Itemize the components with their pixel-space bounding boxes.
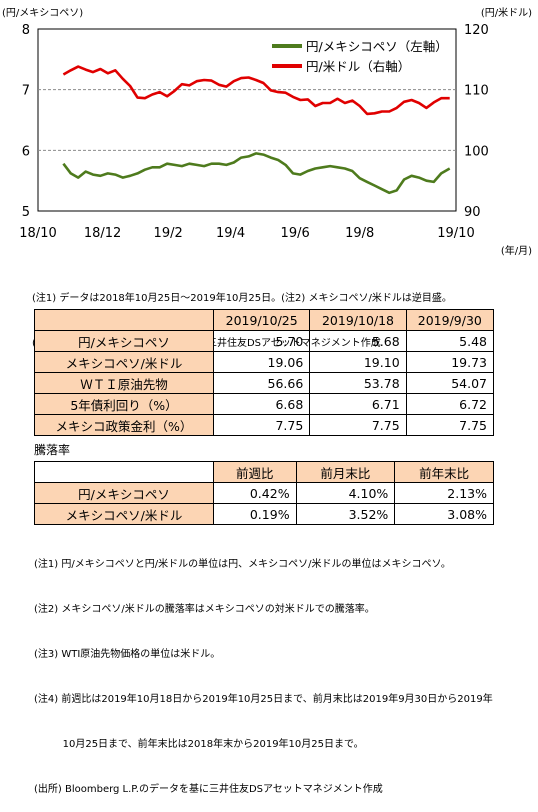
x-axis-tick-label: 19/6 [281,226,310,241]
series-line-usd [62,65,450,116]
chart-note-1: (注1) データは2018年10月25日～2019年10月25日。(注2) メキ… [32,293,452,304]
table-cell: 7.75 [309,414,407,436]
x-axis-tick-label: 19/10 [437,226,474,241]
table-cell: 53.78 [309,372,407,394]
right-axis-tick-label: 100 [464,144,489,159]
x-axis-tick-label: 18/12 [84,226,121,241]
table-note-2: (注2) メキシコペソ/米ドルの騰落率はメキシコペソの対米ドルでの騰落率。 [34,604,375,615]
table-cell: 6.68 [212,393,311,415]
change-rate-table: 前週比 前月末比 前年末比 円/メキシコペソ 0.42% 4.10% 2.13%… [34,461,494,525]
x-axis-tick-label: 18/10 [19,226,56,241]
table1-col-header: 2019/10/25 [212,309,311,331]
exchange-rate-chart: 5 6 7 8 90 100 110 120 18/10 18/12 19/2 19/4 19/6 19/… [2,6,532,257]
left-axis-unit-label: (円/メキシコペソ) [2,8,83,19]
table2-caption: 騰落率 [34,443,71,457]
table1-row-label: メキシコペソ/米ドル [34,351,214,373]
legend-label-usd: 円/米ドル（右軸） [306,59,410,74]
table-row: メキシコペソ/米ドル 0.19% 3.52% 3.08% [34,503,494,525]
table1-row-label: 円/メキシコペソ [34,330,214,352]
table2-col-header: 前月末比 [295,461,396,483]
table2-corner [34,461,214,483]
table-cell: 7.75 [212,414,311,436]
table-cell: 4.10% [295,482,396,504]
table-cell: 19.06 [212,351,311,373]
axes: 5 6 7 8 90 100 110 120 18/10 18/12 19/2 19/4 19/6 19/… [19,23,489,241]
table1-row-label: 5年債利回り（%） [34,393,214,415]
table1-col-header: 2019/9/30 [405,309,495,331]
table-row: ＷＴＩ原油先物 56.66 53.78 54.07 [34,372,495,394]
market-data-table: 2019/10/25 2019/10/18 2019/9/30 円/メキシコペソ… [34,309,495,436]
table-note-source: (出所) Bloomberg L.P.のデータを基に三井住友DSアセットマネジメ… [34,784,383,795]
table-cell: 5.70 [212,330,311,352]
legend-label-mxn: 円/メキシコペソ（左軸） [306,39,448,54]
table-row: メキシコペソ/米ドル 19.06 19.10 19.73 [34,351,495,373]
right-axis-tick-label: 110 [464,84,489,99]
table-cell: 19.10 [309,351,407,373]
table2-col-header: 前年末比 [394,461,494,483]
table-row: 5年債利回り（%） 6.68 6.71 6.72 [34,393,495,415]
table1-corner [34,309,214,331]
table-row: 円/メキシコペソ 0.42% 4.10% 2.13% [34,482,494,504]
table-cell: 56.66 [212,372,311,394]
right-axis-tick-label: 120 [464,23,489,38]
table-cell: 6.72 [405,393,495,415]
table-cell: 2.13% [394,482,494,504]
table1-col-header: 2019/10/18 [309,309,407,331]
table-note-4: (注4) 前週比は2019年10月18日から2019年10月25日まで、前月末比… [34,694,493,705]
table2-col-header: 前週比 [213,461,297,483]
left-axis-tick-label: 8 [22,23,30,38]
x-axis-tick-label: 19/8 [345,226,374,241]
x-axis-tick-label: 19/2 [154,226,183,241]
table-note-3: (注3) WTI原油先物価格の単位は米ドル。 [34,649,221,660]
table-cell: 5.48 [405,330,495,352]
table-cell: 54.07 [405,372,495,394]
x-axis-tick-label: 19/4 [216,226,245,241]
table-cell: 0.19% [213,503,297,525]
table2-row-label: メキシコペソ/米ドル [34,503,214,525]
table-row: 円/メキシコペソ 5.70 5.68 5.48 [34,330,495,352]
left-axis-tick-label: 5 [22,205,30,220]
table-note-4-cont: 10月25日まで、前年末比は2018年末から2019年10月25日まで。 [34,739,364,750]
series-layer [62,65,451,195]
left-axis-tick-label: 7 [22,84,30,99]
plot-area [37,28,457,212]
table1-header-row: 2019/10/25 2019/10/18 2019/9/30 [34,309,495,331]
table1-row-label: ＷＴＩ原油先物 [34,372,214,394]
table1-row-label: メキシコ政策金利（%） [34,414,214,436]
table-cell: 6.71 [309,393,407,415]
table2-header-row: 前週比 前月末比 前年末比 [34,461,494,483]
right-axis-tick-label: 90 [464,205,481,220]
table-cell: 19.73 [405,351,495,373]
table-cell: 7.75 [405,414,495,436]
table-notes: (注1) 円/メキシコペソと円/米ドルの単位は円、メキシコペソ/米ドルの単位はメ… [34,527,493,812]
table-cell: 0.42% [213,482,297,504]
table-note-1: (注1) 円/メキシコペソと円/米ドルの単位は円、メキシコペソ/米ドルの単位はメ… [34,559,451,570]
table-row: メキシコ政策金利（%） 7.75 7.75 7.75 [34,414,495,436]
table-cell: 3.52% [295,503,396,525]
table-cell: 5.68 [309,330,407,352]
series-line-mxn [62,152,451,195]
table2-row-label: 円/メキシコペソ [34,482,214,504]
right-axis-unit-label: (円/米ドル) [481,6,532,19]
legend: 円/メキシコペソ（左軸） 円/米ドル（右軸） [272,39,448,74]
table-cell: 3.08% [394,503,494,525]
x-axis-unit-label: (年/月) [501,244,532,257]
left-axis-tick-label: 6 [22,144,30,159]
